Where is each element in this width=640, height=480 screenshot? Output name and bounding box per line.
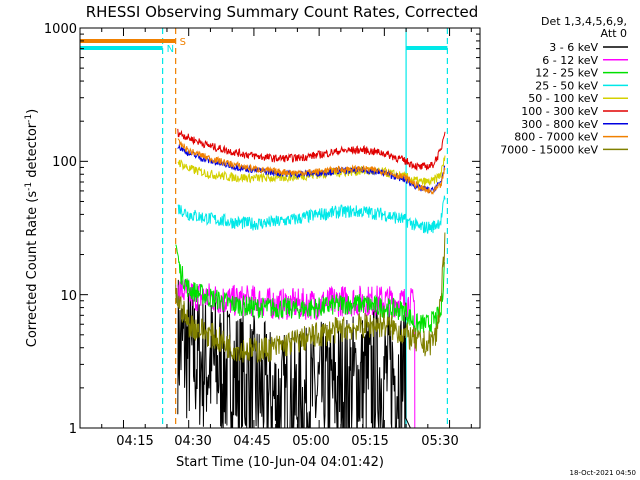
legend-label: 25 - 50 keV [535, 79, 598, 92]
legend-label: 12 - 25 keV [535, 67, 598, 80]
series-line [177, 128, 446, 172]
flag-symbol: S [180, 37, 186, 48]
x-tick-label: 05:00 [292, 434, 329, 449]
series-line [175, 232, 446, 363]
y-tick-label: 10 [60, 289, 77, 304]
y-tick-label: 1 [69, 422, 77, 437]
series-line [177, 138, 446, 195]
x-tick-label: 04:30 [174, 434, 211, 449]
plot-frame [79, 27, 481, 429]
x-tick-label: 04:15 [116, 434, 153, 449]
y-axis-label: Corrected Count Rate (s-1 detector-1) [24, 109, 40, 347]
x-tick-label: 05:30 [421, 434, 458, 449]
chart-title: RHESSI Observing Summary Count Rates, Co… [86, 3, 479, 21]
series-layer [175, 128, 446, 429]
legend-label: 3 - 6 keV [549, 41, 598, 54]
legend-attenuator: Att 0 [601, 27, 627, 40]
series-line [175, 244, 446, 334]
x-tick-label: 04:45 [233, 434, 270, 449]
flags-layer: NS [80, 28, 448, 428]
y-tick-label: 1000 [44, 22, 77, 37]
legend-label: 100 - 300 keV [521, 105, 598, 118]
generated-timestamp: 18-Oct-2021 04:50 [570, 469, 636, 477]
y-tick-label: 100 [52, 155, 77, 170]
legend-label: 300 - 800 keV [521, 118, 598, 131]
series-line [177, 195, 446, 234]
axis-ticks [79, 27, 480, 429]
x-tick-label: 05:15 [351, 434, 388, 449]
legend-label: 50 - 100 keV [528, 92, 598, 105]
flag-symbol: N [167, 44, 174, 55]
y-tick-labels: 1000 100 10 1 [44, 22, 77, 437]
series-line [177, 144, 446, 194]
legend-label: 7000 - 15000 keV [500, 143, 598, 156]
legend-label: 800 - 7000 keV [514, 131, 598, 144]
x-axis-label: Start Time (10-Jun-04 04:01:42) [176, 455, 384, 470]
legend-header: Det 1,3,4,5,6,9, [541, 15, 627, 28]
legend-label: 6 - 12 keV [542, 54, 598, 67]
x-tick-labels: 04:15 04:30 04:45 05:00 05:15 05:30 [116, 434, 458, 449]
